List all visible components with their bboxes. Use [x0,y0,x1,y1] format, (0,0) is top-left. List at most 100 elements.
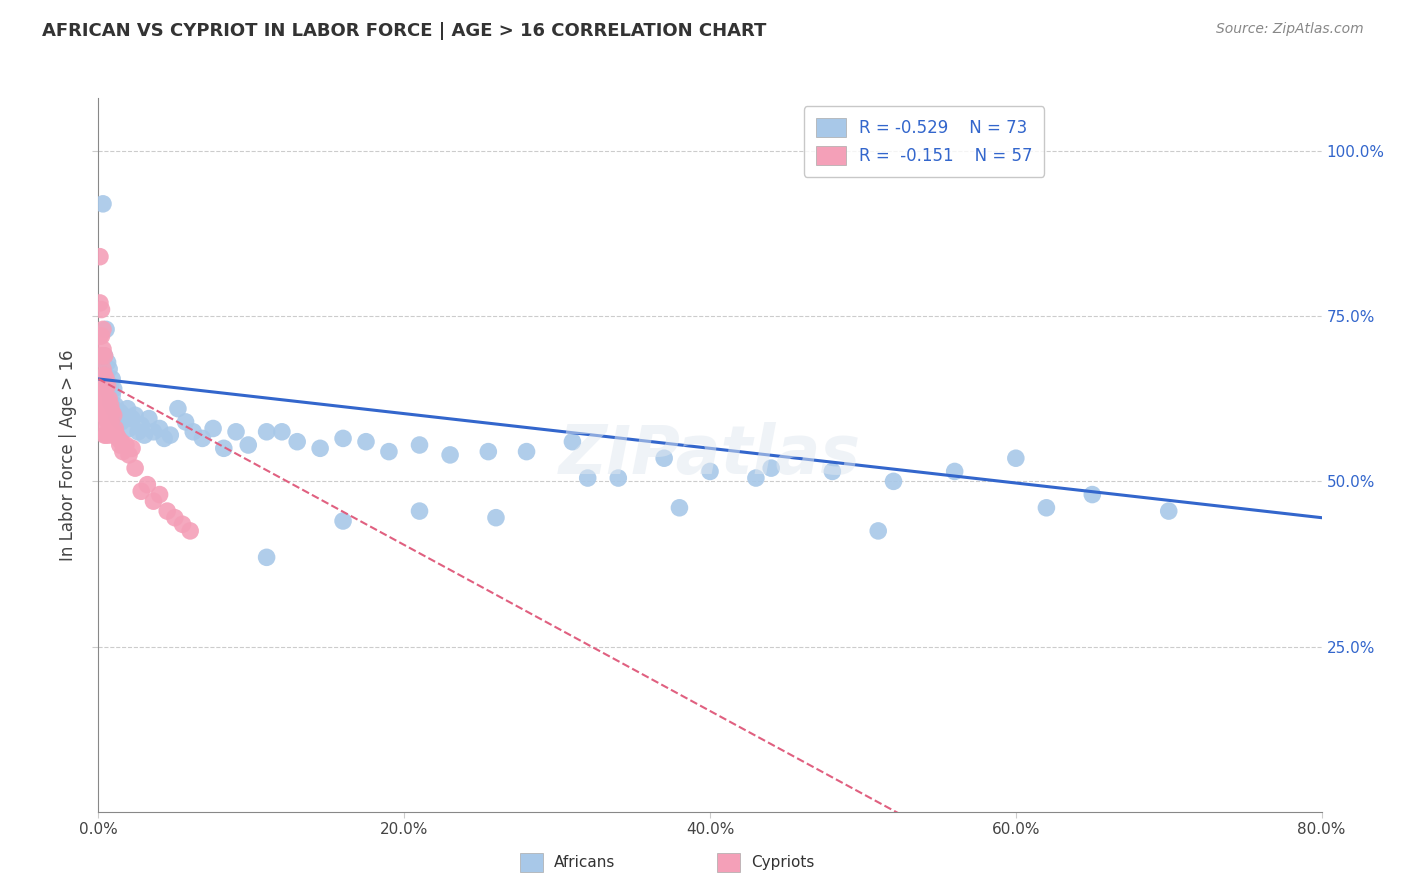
Point [91,415,114,429]
Point [108,405,131,419]
Point [90,329,112,343]
Point [121,442,143,456]
Point [149,421,172,435]
Point [91,395,114,409]
Point [93,428,115,442]
Point [110,415,132,429]
Point [1004,451,1026,466]
Point [759,461,782,475]
Point [98,428,121,442]
Point [91,382,114,396]
Text: Cypriots: Cypriots [751,855,814,870]
Point [868,524,890,538]
Point [103,425,125,439]
Point [136,477,159,491]
Point [134,428,156,442]
Point [108,438,131,452]
Point [332,431,354,445]
Point [652,451,675,466]
Point [138,411,160,425]
Point [408,504,430,518]
Point [332,514,354,528]
Point [111,444,134,458]
Point [94,372,117,386]
Point [439,448,461,462]
Point [238,438,260,452]
Point [181,425,204,439]
Point [90,376,112,390]
Point [98,385,121,400]
Point [256,550,278,565]
Point [115,438,138,452]
Point [103,401,125,416]
Point [883,475,905,489]
Point [105,409,128,423]
Text: Africans: Africans [554,855,616,870]
Point [101,405,124,419]
Point [103,409,125,423]
Point [174,415,197,429]
Point [943,465,966,479]
Point [129,484,152,499]
Point [89,250,111,264]
Point [111,409,134,423]
Point [94,428,117,442]
Point [202,421,225,435]
Point [93,409,115,423]
Point [745,471,768,485]
Point [94,322,117,336]
Point [309,442,332,456]
Point [89,378,111,392]
Point [212,442,235,456]
Point [167,401,190,416]
Point [101,388,124,402]
Point [561,434,583,449]
Point [821,465,844,479]
Point [94,392,117,406]
Point [98,362,121,376]
Point [110,434,132,449]
Point [285,434,308,449]
Point [118,448,141,462]
Point [103,382,125,396]
Point [225,425,247,439]
Point [191,431,214,445]
Point [607,471,630,485]
Point [124,409,146,423]
Point [100,398,122,412]
Point [93,409,115,423]
Point [1035,500,1057,515]
Point [1081,487,1104,501]
Point [179,524,201,538]
Point [90,352,112,367]
Point [118,421,141,435]
Point [149,487,172,501]
Point [101,372,124,386]
Y-axis label: In Labor Force | Age > 16: In Labor Force | Age > 16 [59,349,77,561]
Point [94,409,117,423]
Point [91,197,114,211]
Point [93,349,115,363]
Point [117,401,139,416]
Point [100,415,122,429]
Point [159,428,181,442]
Point [115,411,138,425]
Point [378,444,401,458]
Point [100,395,122,409]
Point [91,362,114,376]
Point [142,494,165,508]
Point [124,461,146,475]
Point [90,302,112,317]
Point [100,378,122,392]
Point [97,355,120,369]
Point [101,425,124,439]
Point [104,398,127,412]
Point [93,368,115,383]
Point [93,388,115,402]
Point [91,342,114,356]
Point [270,425,292,439]
Point [107,431,129,445]
Point [89,329,111,343]
Point [485,510,508,524]
Point [98,411,121,425]
